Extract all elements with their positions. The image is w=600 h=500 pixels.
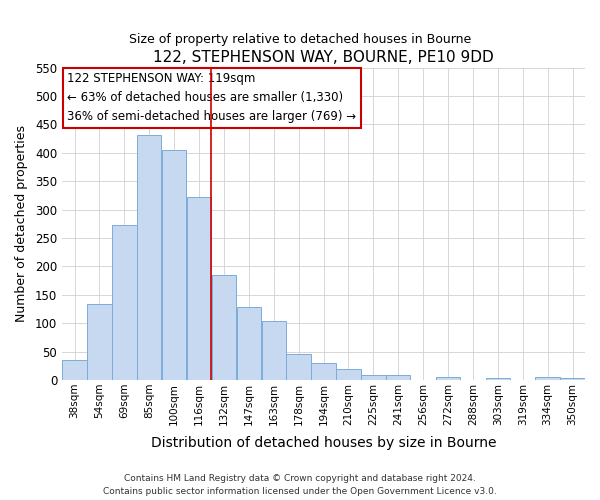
Text: Size of property relative to detached houses in Bourne: Size of property relative to detached ho… [129, 32, 471, 46]
Bar [336, 368, 361, 380]
Bar [212, 276, 236, 380]
Bar [87, 304, 112, 380]
Bar [62, 360, 87, 380]
Title: 122, STEPHENSON WAY, BOURNE, PE10 9DD: 122, STEPHENSON WAY, BOURNE, PE10 9DD [153, 50, 494, 65]
Bar [286, 354, 311, 380]
Text: Contains HM Land Registry data © Crown copyright and database right 2024.
Contai: Contains HM Land Registry data © Crown c… [103, 474, 497, 496]
Bar [236, 308, 261, 380]
Bar [311, 363, 336, 380]
Bar [535, 377, 560, 380]
Bar [386, 376, 410, 380]
Bar [162, 150, 187, 380]
Bar [560, 378, 585, 380]
X-axis label: Distribution of detached houses by size in Bourne: Distribution of detached houses by size … [151, 436, 496, 450]
Bar [137, 134, 161, 380]
Bar [436, 377, 460, 380]
Text: 122 STEPHENSON WAY: 119sqm
← 63% of detached houses are smaller (1,330)
36% of s: 122 STEPHENSON WAY: 119sqm ← 63% of deta… [67, 72, 356, 123]
Bar [187, 196, 211, 380]
Bar [485, 378, 510, 380]
Bar [262, 322, 286, 380]
Y-axis label: Number of detached properties: Number of detached properties [15, 126, 28, 322]
Bar [361, 376, 386, 380]
Bar [112, 226, 137, 380]
